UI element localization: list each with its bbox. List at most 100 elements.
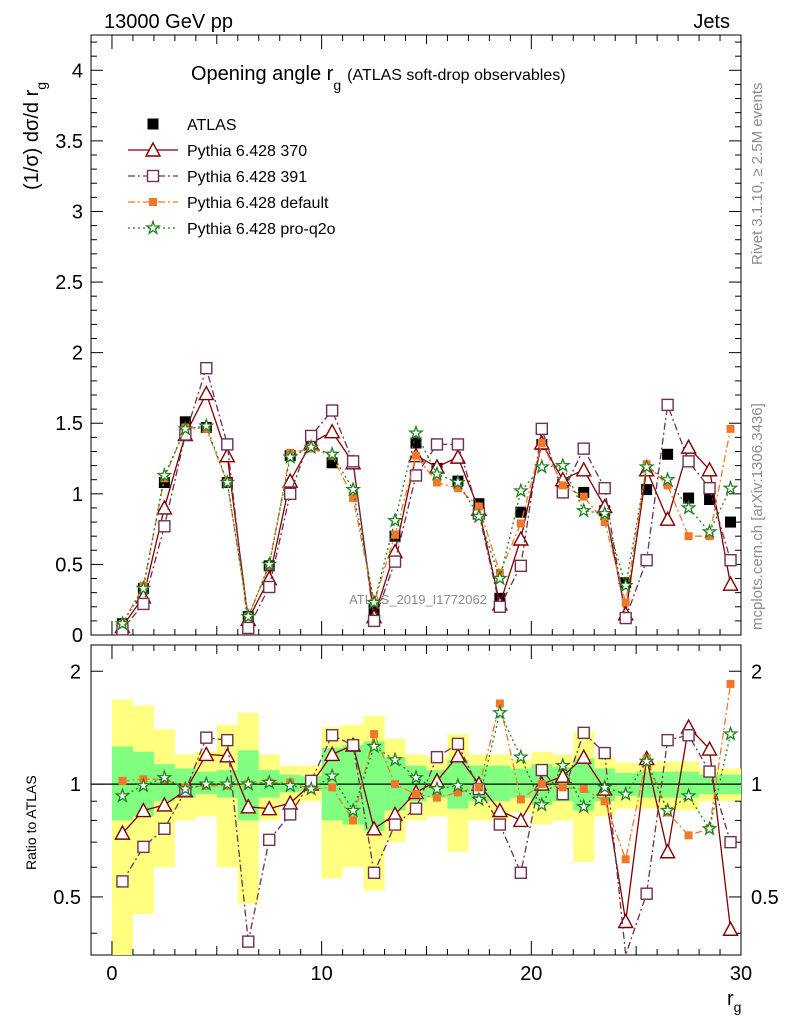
data-point [177, 420, 194, 436]
data-point [515, 506, 527, 518]
data-point [640, 887, 653, 900]
y-tick-label: 4 [72, 60, 83, 82]
data-point [198, 745, 215, 762]
series-pythia-6-428-391 [116, 361, 737, 636]
data-point [575, 502, 592, 518]
data-point [219, 447, 236, 463]
data-point [579, 492, 588, 501]
data-point [512, 748, 529, 765]
y-tick-label: 3.5 [55, 131, 83, 153]
y-tick-label: 3 [72, 201, 83, 223]
data-point [282, 777, 299, 793]
data-point [453, 788, 462, 797]
data-point [156, 499, 173, 515]
series-pythia-6-428-pro-q2o [114, 704, 739, 836]
data-point [367, 866, 381, 879]
legend-label: Pythia 6.428 default [187, 195, 329, 212]
data-point [345, 802, 362, 818]
data-point [261, 774, 278, 790]
data-point [533, 458, 550, 474]
data-point [533, 796, 550, 812]
data-point [412, 790, 420, 799]
data-point [326, 457, 338, 469]
data-point [579, 785, 588, 794]
data-point [430, 438, 444, 451]
data-point [387, 512, 404, 528]
data-point [156, 769, 173, 785]
series-line [121, 426, 732, 625]
legend-label: Pythia 6.428 391 [187, 169, 307, 186]
data-point [683, 492, 695, 504]
rivet-version-text: Rivet 3.1.10, ≥ 2.5M events [749, 83, 766, 266]
data-point [722, 725, 739, 741]
data-point [387, 751, 404, 767]
data-point [577, 442, 590, 455]
data-point [200, 731, 213, 744]
main-axes: 0 0.5 1 1.5 2 2.5 3 3.5 4 [55, 35, 742, 647]
data-point [324, 767, 341, 784]
data-point [680, 787, 697, 803]
ratio-band-green [405, 765, 427, 802]
data-point [725, 516, 737, 528]
x-axis-label: rg [727, 988, 741, 1015]
data-point [491, 802, 509, 818]
main-series-group [114, 361, 739, 636]
data-point [261, 800, 278, 816]
y-tick-label: 2 [72, 343, 83, 365]
data-point [659, 471, 676, 487]
ratio-y-tick-label-right: 0.5 [751, 887, 779, 909]
data-point [412, 451, 420, 460]
data-point [391, 530, 400, 539]
data-point [323, 423, 341, 439]
data-point [365, 820, 383, 836]
data-point [449, 747, 467, 763]
data-point [558, 481, 567, 490]
data-point [198, 385, 215, 401]
data-point [680, 499, 697, 515]
data-point [303, 438, 320, 455]
data-point [619, 611, 632, 625]
data-point [596, 778, 613, 795]
data-point [177, 780, 194, 796]
data-point [470, 790, 487, 807]
data-point [537, 780, 546, 789]
data-point [135, 777, 152, 793]
legend-item: Pythia 6.428 391 [128, 169, 307, 186]
data-point [114, 787, 131, 803]
ratio-series-group [114, 679, 739, 956]
data-point [242, 621, 255, 635]
data-point [345, 481, 362, 497]
data-point [474, 783, 483, 792]
data-point [407, 769, 425, 785]
series-pythia-6-428-370 [114, 718, 739, 936]
legend-marker [144, 219, 162, 235]
data-point [261, 555, 278, 572]
legend-item: Pythia 6.428 pro-q2o [128, 219, 336, 238]
series-pythia-6-428-pro-q2o [114, 417, 739, 631]
ratio-band-green [363, 741, 385, 831]
data-point [662, 448, 674, 460]
data-point [598, 481, 611, 495]
data-point [493, 818, 507, 831]
data-point [114, 824, 131, 840]
data-point [600, 518, 609, 527]
ratio-band-green [489, 765, 511, 802]
data-point [617, 785, 634, 801]
ratio-uncertainty-bands [91, 699, 741, 955]
data-point [701, 740, 718, 756]
data-point [240, 608, 257, 624]
data-point [638, 752, 655, 769]
data-point [600, 797, 609, 806]
data-point [135, 802, 152, 818]
data-point [722, 920, 739, 936]
legend-item: Pythia 6.428 default [128, 195, 329, 212]
data-point [701, 461, 718, 477]
data-point [283, 808, 297, 821]
data-point [621, 855, 630, 864]
data-point [575, 798, 592, 814]
data-point [726, 424, 735, 433]
data-point [156, 796, 173, 812]
data-point [535, 763, 549, 777]
data-point [219, 775, 236, 792]
data-point [514, 866, 528, 879]
